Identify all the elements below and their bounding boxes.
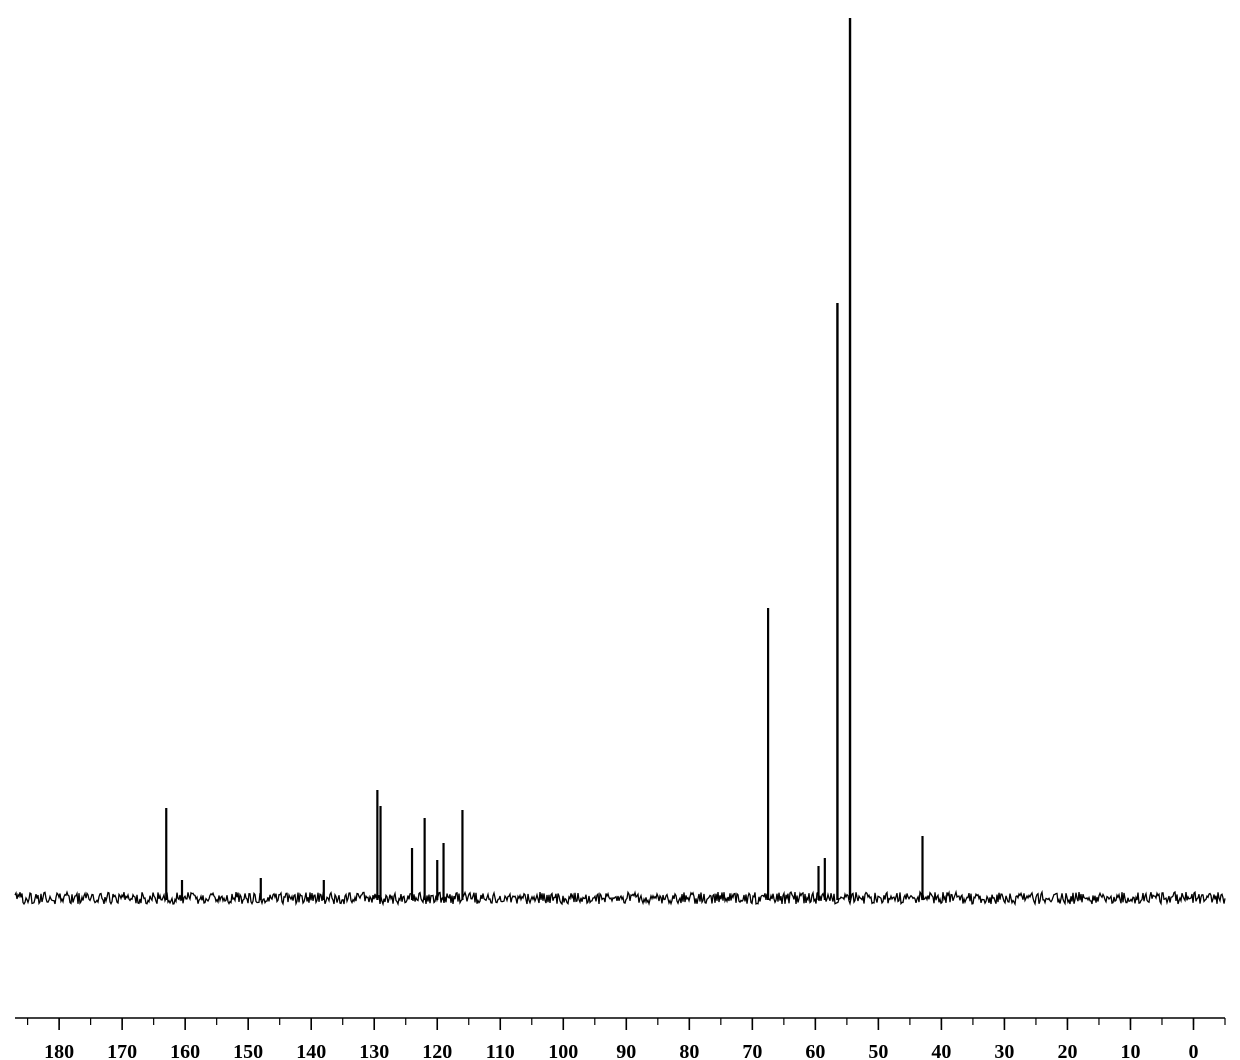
- x-tick-label: 140: [296, 1041, 326, 1060]
- x-tick-label: 30: [994, 1041, 1014, 1060]
- x-tick-label: 20: [1057, 1041, 1077, 1060]
- spectrum-trace: [15, 18, 1225, 904]
- x-tick-label: 130: [359, 1041, 389, 1060]
- x-tick-label: 50: [868, 1041, 888, 1060]
- x-tick-label: 170: [107, 1041, 137, 1060]
- x-axis: 1801701601501401301201101009080706050403…: [15, 1018, 1225, 1060]
- x-tick-label: 120: [422, 1041, 452, 1060]
- x-tick-label: 90: [616, 1041, 636, 1060]
- spectrum-canvas: 1801701601501401301201101009080706050403…: [0, 0, 1240, 1060]
- x-tick-label: 160: [170, 1041, 200, 1060]
- x-tick-label: 110: [486, 1041, 515, 1060]
- baseline-noise: [15, 892, 1225, 904]
- x-tick-label: 180: [44, 1041, 74, 1060]
- x-tick-label: 100: [548, 1041, 578, 1060]
- nmr-spectrum: 1801701601501401301201101009080706050403…: [0, 0, 1240, 1060]
- x-tick-label: 150: [233, 1041, 263, 1060]
- x-tick-label: 60: [805, 1041, 825, 1060]
- x-tick-label: 40: [931, 1041, 951, 1060]
- x-tick-label: 10: [1120, 1041, 1140, 1060]
- x-tick-label: 70: [742, 1041, 762, 1060]
- x-tick-label: 0: [1188, 1041, 1198, 1060]
- x-tick-label: 80: [679, 1041, 699, 1060]
